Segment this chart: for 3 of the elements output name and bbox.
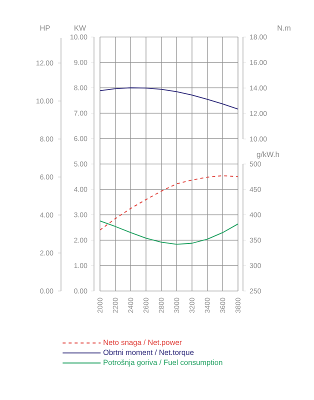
- line-series: [100, 220, 238, 245]
- line-series: [100, 175, 238, 230]
- line-series: [100, 87, 238, 110]
